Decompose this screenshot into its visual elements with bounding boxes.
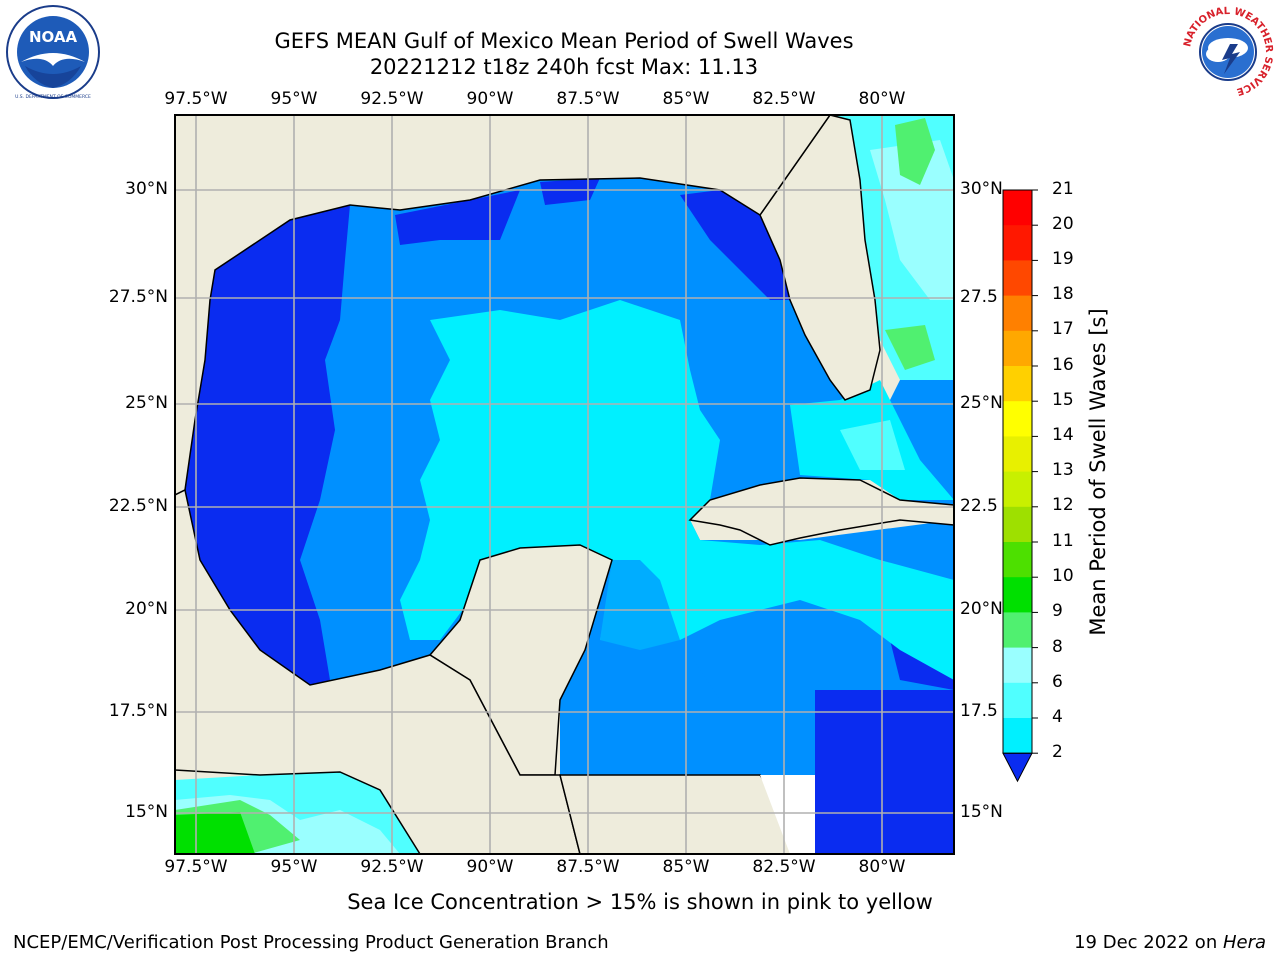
colorbar-bin: [1003, 366, 1032, 402]
lat-label-left: 17.5°N: [108, 701, 168, 721]
lon-label-top: 85°W: [662, 89, 710, 109]
lat-label-right: 17.5: [960, 701, 998, 721]
lat-label-left: 20°N: [125, 599, 168, 619]
lat-label-right: 30°N: [960, 179, 1003, 199]
lat-label-right: 22.5: [960, 496, 998, 516]
colorbar-tick-label: 6: [1052, 672, 1063, 692]
us-coast-land: [175, 115, 831, 496]
colorbar-extend-arrow: [1002, 752, 1033, 783]
colorbar-tick-label: 19: [1052, 249, 1074, 269]
colorbar-bin: [1003, 506, 1032, 543]
lat-label-left: 15°N: [125, 802, 168, 822]
colorbar-tick-label: 2: [1052, 742, 1063, 762]
lon-label-bottom: 90°W: [466, 857, 514, 877]
colorbar-bin: [1003, 330, 1032, 367]
colorbar-tick-label: 10: [1052, 566, 1074, 586]
sea-ice-note: Sea Ice Concentration > 15% is shown in …: [347, 890, 933, 914]
noaa-logo-text: NOAA: [29, 28, 78, 46]
lon-label-top: 95°W: [270, 89, 318, 109]
svg-text:U.S. DEPARTMENT OF COMMERCE: U.S. DEPARTMENT OF COMMERCE: [15, 94, 91, 100]
lon-label-bottom: 87.5°W: [556, 857, 620, 877]
colorbar-bin: [1003, 577, 1032, 613]
graticule: [175, 115, 954, 854]
footer-date-text: 19 Dec 2022 on: [1074, 932, 1223, 953]
colorbar-bin: [1003, 612, 1032, 649]
colorbar-tick-label: 13: [1052, 460, 1074, 480]
chart-title: GEFS MEAN Gulf of Mexico Mean Period of …: [274, 29, 854, 53]
lon-label-top: 87.5°W: [556, 89, 620, 109]
colorbar-tick-label: 16: [1052, 355, 1074, 375]
colorbar-tick-label: 18: [1052, 284, 1074, 304]
nws-logo: NATIONAL WEATHER SERVICE: [1182, 6, 1274, 98]
colorbar-tick-label: 20: [1052, 214, 1074, 234]
lon-label-bottom: 85°W: [662, 857, 710, 877]
footer-date: 19 Dec 2022 on Hera: [1074, 932, 1266, 953]
lon-label-top: 90°W: [466, 89, 514, 109]
lat-label-right: 25°N: [960, 393, 1003, 413]
chart-subtitle-run: 20221212 t18z 240h fcst Max: 11.13: [369, 55, 759, 79]
lat-label-right: 15°N: [960, 802, 1003, 822]
colorbar-tick-label: 17: [1052, 319, 1074, 339]
lon-label-bottom: 82.5°W: [752, 857, 816, 877]
central-high-period: [400, 300, 954, 680]
colorbar-tick-label: 14: [1052, 425, 1074, 445]
colorbar-bin: [1003, 647, 1032, 684]
western-low-period: [185, 205, 350, 685]
colorbar-tick-label: 21: [1052, 179, 1074, 199]
footer-host: Hera: [1222, 932, 1266, 953]
colorbar: [1002, 189, 1038, 783]
colorbar-bin: [1003, 260, 1032, 297]
cuba-land: [688, 477, 954, 546]
colorbar-tick-label: 15: [1052, 390, 1074, 410]
lon-label-top: 82.5°W: [752, 89, 816, 109]
map-frame: [174, 114, 955, 855]
colorbar-tick-label: 12: [1052, 495, 1074, 515]
colorbar-bin: [1003, 471, 1032, 508]
noaa-logo: NOAA U.S. DEPARTMENT OF COMMERCE: [6, 5, 100, 100]
lat-label-left: 25°N: [125, 393, 168, 413]
colorbar-tick-label: 9: [1052, 601, 1063, 621]
lon-label-top: 97.5°W: [164, 89, 228, 109]
colorbar-bin: [1003, 295, 1032, 332]
colorbar-bin: [1003, 436, 1032, 473]
lat-label-left: 30°N: [125, 179, 168, 199]
colorbar-bin: [1003, 682, 1032, 719]
colorbar-bin: [1003, 401, 1032, 437]
lon-label-top: 92.5°W: [360, 89, 424, 109]
footer-branch: NCEP/EMC/Verification Post Processing Pr…: [13, 932, 609, 953]
lon-label-bottom: 97.5°W: [164, 857, 228, 877]
colorbar-label: Mean Period of Swell Waves [s]: [1086, 308, 1110, 636]
lat-label-left: 22.5°N: [108, 496, 168, 516]
lat-label-right: 27.5: [960, 287, 998, 307]
lon-label-top: 80°W: [858, 89, 906, 109]
colorbar-tick-label: 11: [1052, 531, 1074, 551]
colorbar-tick-label: 8: [1052, 637, 1063, 657]
mexico-land: [175, 488, 581, 854]
lon-label-bottom: 80°W: [858, 857, 906, 877]
colorbar-tick-label: 4: [1052, 707, 1063, 727]
florida-land: [759, 115, 881, 401]
colorbar-bin: [1003, 542, 1032, 578]
lat-label-left: 27.5°N: [108, 287, 168, 307]
colorbar-bin: [1003, 225, 1032, 261]
lon-label-bottom: 95°W: [270, 857, 318, 877]
lat-label-right: 20°N: [960, 599, 1003, 619]
colorbar-bin: [1003, 718, 1032, 754]
lon-label-bottom: 92.5°W: [360, 857, 424, 877]
colorbar-bin: [1003, 190, 1032, 226]
